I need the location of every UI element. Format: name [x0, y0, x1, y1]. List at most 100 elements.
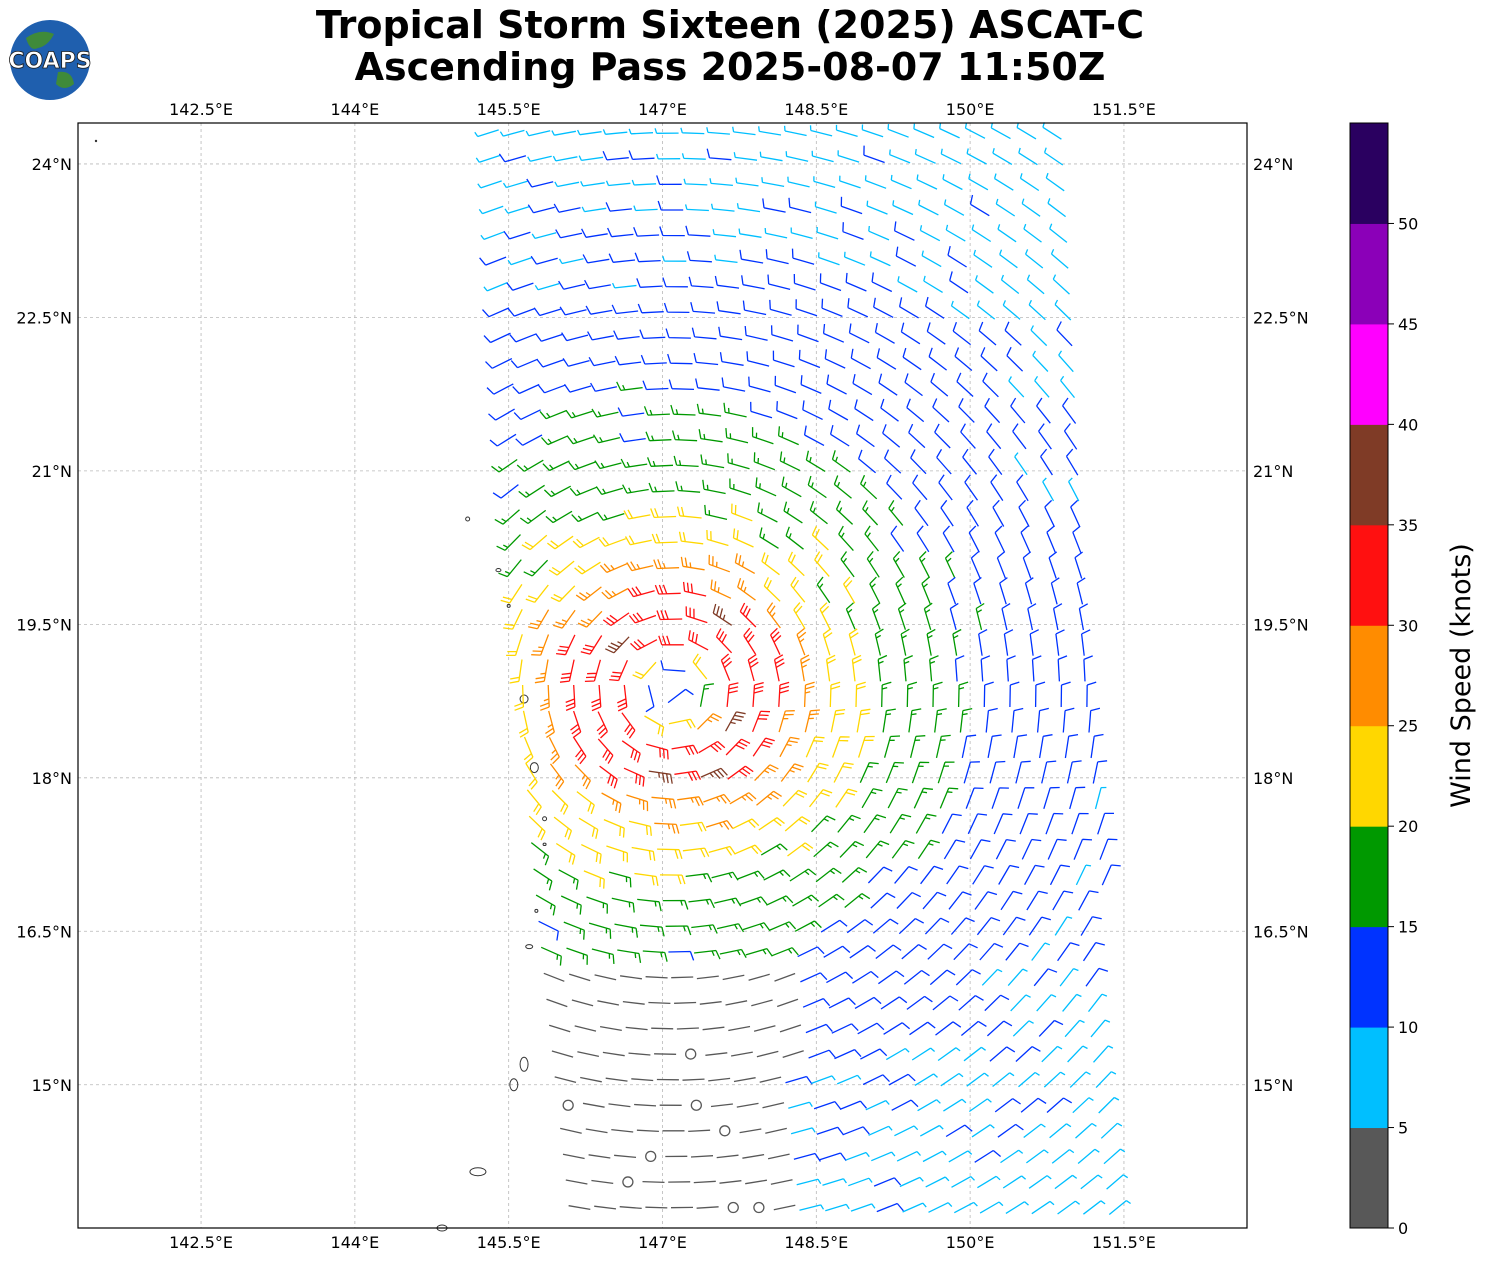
wind-barb [880, 996, 908, 1010]
wind-barb [899, 1176, 924, 1188]
wind-barb [1028, 299, 1046, 321]
wind-barb [670, 404, 696, 416]
wind-barb [563, 921, 585, 940]
wind-barb [640, 354, 667, 365]
wind-barb [805, 736, 825, 758]
wind-barb [959, 707, 973, 733]
wind-barb [1029, 629, 1039, 656]
wind-barb [943, 199, 965, 216]
wind-barb [1095, 1071, 1117, 1089]
wind-barb [636, 278, 663, 288]
wind-barb [538, 920, 559, 941]
wind-barb [1065, 448, 1079, 476]
wind-barb [980, 347, 998, 372]
wind-barb [860, 1048, 888, 1060]
wind-barb [883, 735, 901, 758]
wind-barb [766, 895, 794, 906]
colorbar-segment [1350, 625, 1388, 727]
wind-barb [855, 424, 875, 448]
wind-barb [795, 299, 818, 317]
wind-barb [695, 378, 720, 391]
wind-barb [1034, 375, 1050, 398]
wind-barb [582, 254, 610, 264]
wind-barb [839, 840, 865, 858]
wind-barb [895, 246, 917, 267]
wind-barb [997, 224, 1017, 243]
wind-barb [732, 126, 756, 136]
wind-barb [545, 710, 555, 738]
wind-barb [631, 846, 656, 861]
wind-barb [611, 1128, 634, 1133]
wind-barb [605, 202, 632, 212]
wind-barb [678, 531, 704, 545]
wind-barb [900, 628, 910, 656]
wind-barb [800, 972, 828, 983]
wind-barb [536, 359, 564, 368]
wind-barb [574, 1025, 597, 1032]
wind-barb [778, 681, 790, 707]
wind-barb [705, 1052, 728, 1056]
wind-barb [583, 870, 605, 889]
wind-barb [768, 921, 797, 932]
wind-barb [958, 398, 975, 423]
wind-barb [606, 845, 628, 863]
wind-barb [731, 503, 753, 522]
x-tick-label-top: 148.5°E [784, 100, 848, 119]
wind-barb [648, 482, 675, 493]
wind-barb [854, 996, 882, 1009]
wind-barb [1056, 321, 1073, 347]
wind-barb [1002, 916, 1026, 936]
wind-barb [932, 681, 943, 708]
wind-barb [903, 969, 930, 985]
wind-barb [1094, 786, 1107, 810]
wind-barb [665, 925, 692, 936]
wind-barb [611, 304, 639, 315]
wind-barb [800, 375, 822, 394]
wind-barb [574, 561, 601, 575]
wind-barb [867, 866, 893, 884]
wind-barb [660, 660, 686, 672]
wind-barb [645, 1206, 668, 1209]
wind-barb [882, 424, 901, 448]
wind-barb [975, 602, 985, 631]
wind-barb [1054, 1174, 1078, 1190]
wind-barb [708, 845, 736, 856]
wind-barb [841, 867, 868, 883]
wind-barb [1024, 577, 1034, 605]
wind-barb [1041, 1045, 1063, 1063]
wind-barb [826, 374, 847, 395]
wind-barb [683, 178, 708, 186]
wind-barb [911, 761, 930, 784]
wind-barb [1073, 838, 1093, 860]
wind-barb [869, 251, 891, 267]
wind-barb [1071, 812, 1089, 835]
wind-barb [740, 896, 768, 905]
wind-barb [608, 253, 636, 263]
wind-barb [764, 227, 788, 239]
wind-barb [698, 740, 726, 754]
wind-barb [829, 681, 841, 708]
y-tick-label-right: 22.5°N [1253, 308, 1309, 327]
wind-barb [957, 681, 969, 708]
wind-barb [874, 628, 884, 656]
wind-barb [894, 1125, 919, 1137]
wind-barb [814, 551, 830, 577]
wind-barb [876, 1202, 904, 1213]
wind-barb [595, 486, 623, 496]
wind-barb [890, 525, 905, 552]
wind-barb [999, 577, 1008, 605]
wind-barb [694, 949, 721, 960]
island-outline [525, 944, 534, 950]
wind-barb [648, 770, 673, 784]
wind-barb [889, 149, 911, 164]
wind-barb [602, 150, 629, 161]
wind-barb [627, 586, 655, 598]
wind-barb [1049, 864, 1070, 886]
wind-barb [550, 585, 576, 603]
plot-frame [77, 122, 1248, 1229]
wind-barb [1038, 734, 1053, 759]
wind-barb [1018, 499, 1030, 528]
wind-barb [1021, 838, 1042, 860]
wind-barb [605, 636, 630, 654]
wind-barb [1006, 346, 1024, 372]
